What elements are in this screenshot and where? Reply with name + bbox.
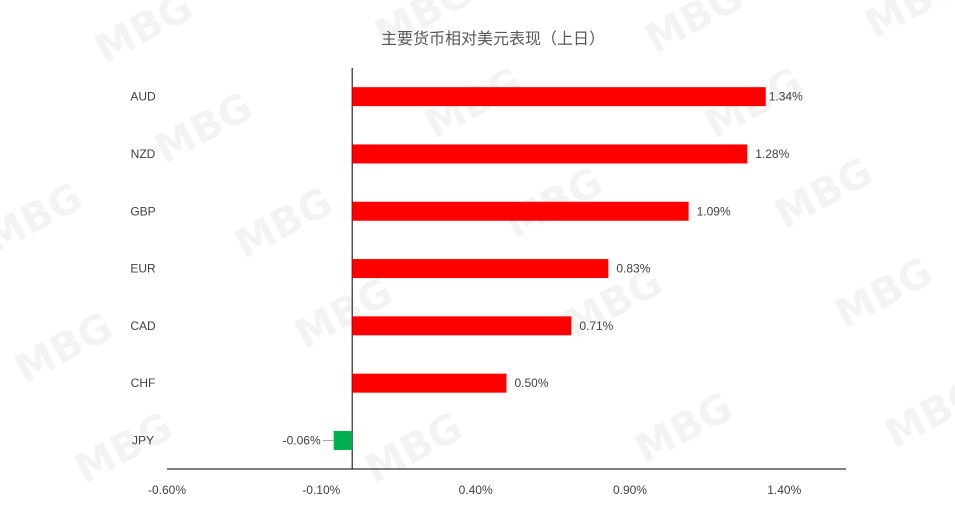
watermark-text: MBG [638,0,751,63]
watermark-text: MBG [288,269,401,358]
bar-gbp [352,201,689,221]
watermark-text: MBG [768,149,881,238]
chart-title: 主要货币相对美元表现（上日） [381,29,605,48]
category-label: JPY [132,433,154,447]
watermark-text: MBG [858,0,955,48]
data-label: 1.34% [769,90,803,104]
x-tick-label: -0.10% [302,483,340,497]
data-label: 0.50% [515,376,549,390]
bar-cad [352,316,572,336]
bar-chf [352,373,507,393]
bars [333,87,766,450]
bar-nzd [352,144,748,164]
watermark-text: MBG [0,174,90,263]
watermark-text: MBG [358,404,471,493]
watermark-text: MBG [828,249,941,338]
labels: -0.60% -0.10% 0.40% 0.90% 1.40% AUD 1.34% NZD 1.… [130,90,803,497]
watermark-text: MBG [628,384,741,473]
bar-aud [352,87,766,107]
watermark-layer: MBGMBGMBGMBGMBGMBGMBGMBGMBGMBGMBGMBGMBGM… [0,0,955,493]
bar-eur [352,259,609,279]
x-tick-label: 0.40% [459,483,493,497]
watermark-text: MBG [228,179,341,268]
x-tick-label: 0.90% [613,483,647,497]
category-label: CHF [131,376,156,390]
data-label: -0.06% [283,433,321,447]
category-label: GBP [130,204,155,218]
category-label: EUR [130,262,156,276]
data-label: 1.09% [697,204,731,218]
watermark-text: MBG [88,0,201,73]
watermark-text: MBG [68,404,181,493]
watermark-text: MBG [148,84,261,173]
data-label: 0.83% [616,262,650,276]
x-tick-label: -0.60% [148,483,186,497]
watermark-text: MBG [878,369,955,458]
data-label: 0.71% [579,319,613,333]
bar-jpy [333,430,353,450]
x-tick-label: 1.40% [767,483,801,497]
category-label: NZD [131,147,156,161]
category-label: AUD [130,90,156,104]
watermark-text: MBG [8,304,121,393]
data-label: 1.28% [755,147,789,161]
category-label: CAD [130,319,156,333]
